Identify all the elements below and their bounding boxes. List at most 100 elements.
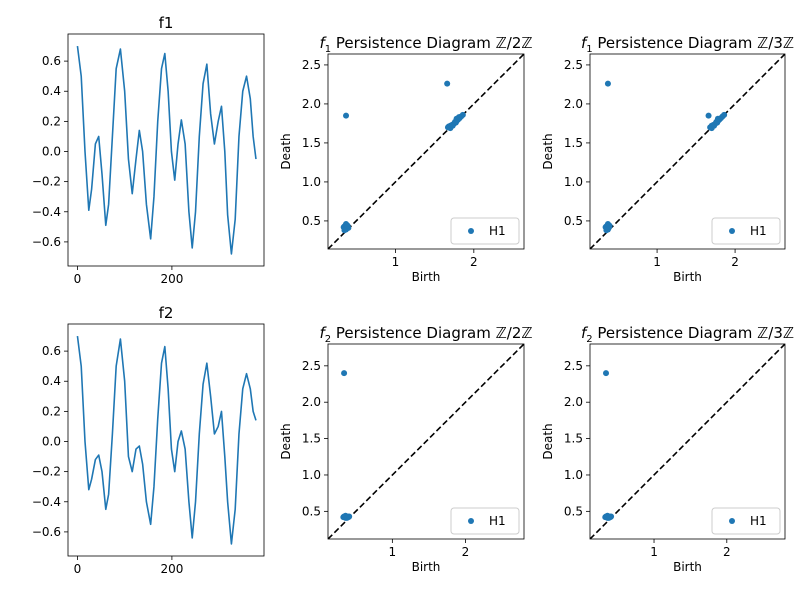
y-axis-label: Death <box>279 133 293 169</box>
x-tick-label: 0 <box>74 562 82 576</box>
y-tick-label: −0.6 <box>32 525 61 539</box>
y-tick-label: 0.5 <box>302 504 321 518</box>
y-tick-label: 1.5 <box>564 432 583 446</box>
chart-title: f2 <box>159 304 174 322</box>
x-tick-label: 1 <box>650 545 658 559</box>
diagonal-line <box>590 54 785 249</box>
title-subscript: 1 <box>586 44 592 55</box>
y-tick-label: 0.6 <box>42 54 61 68</box>
series-line <box>76 45 257 255</box>
x-axis-label: Birth <box>412 270 441 284</box>
diagonal-line <box>590 344 785 539</box>
x-tick-label: 200 <box>160 272 183 286</box>
legend-marker <box>468 228 474 234</box>
x-tick-label: 0 <box>74 272 82 286</box>
x-tick-label: 2 <box>723 545 731 559</box>
chart-f2: f2 0 200 −0.6 −0.4 −0.2 0.0 0.2 0.4 0.6 <box>32 304 265 576</box>
y-axis-label: Death <box>541 423 555 459</box>
data-point <box>455 114 462 121</box>
data-point <box>603 370 610 377</box>
legend-box <box>711 507 781 535</box>
data-point <box>343 112 350 119</box>
chart-title: f2 Persistence Diagram ℤ/2ℤ <box>319 324 532 345</box>
y-tick-label: 2.5 <box>302 58 321 72</box>
legend-label: H1 <box>489 224 506 238</box>
title-text: Persistence Diagram ℤ/3ℤ <box>593 324 794 342</box>
y-tick-label: 1.0 <box>564 468 583 482</box>
y-axis-label: Death <box>279 423 293 459</box>
x-axis-label: Birth <box>673 560 702 574</box>
data-point <box>344 514 351 521</box>
legend: H1 <box>450 507 520 535</box>
series-line <box>76 335 257 545</box>
legend: H1 <box>450 217 520 245</box>
chart-title: f2 Persistence Diagram ℤ/3ℤ <box>581 324 794 345</box>
x-tick-label: 2 <box>470 255 478 269</box>
data-point <box>341 370 348 377</box>
legend-label: H1 <box>489 514 506 528</box>
title-subscript: 2 <box>586 334 592 345</box>
x-tick-label: 1 <box>392 255 400 269</box>
data-point <box>605 514 612 521</box>
y-tick-label: 1.5 <box>564 136 583 150</box>
legend-marker <box>729 228 735 234</box>
axes-frame <box>327 343 525 540</box>
y-tick-label: 2.0 <box>302 395 321 409</box>
title-text: Persistence Diagram ℤ/3ℤ <box>593 34 794 52</box>
x-axis-label: Birth <box>673 270 702 284</box>
chart-f1z2: f1 Persistence Diagram ℤ/2ℤ1 20.51.01.52.… <box>279 34 533 284</box>
y-tick-label: 1.0 <box>302 468 321 482</box>
y-tick-label: 1.5 <box>302 432 321 446</box>
y-tick-label: 2.5 <box>302 359 321 373</box>
chart-title: f1 Persistence Diagram ℤ/2ℤ <box>319 34 532 55</box>
y-tick-label: 1.5 <box>302 136 321 150</box>
legend-box <box>711 217 781 245</box>
chart-f1z3: f1 Persistence Diagram ℤ/3ℤ1 20.51.01.52.… <box>541 34 794 284</box>
y-tick-label: 0.0 <box>42 435 61 449</box>
data-point <box>606 222 613 229</box>
legend-box <box>450 507 520 535</box>
x-tick-label: 1 <box>653 255 661 269</box>
chart-f2z2: f2 Persistence Diagram ℤ/2ℤ1 20.51.01.52.… <box>279 324 533 574</box>
title-subscript: 2 <box>325 334 331 345</box>
data-point <box>344 222 351 229</box>
data-point <box>705 112 712 119</box>
data-point <box>721 111 728 118</box>
legend-marker <box>729 518 735 524</box>
title-prefix: f <box>581 34 589 52</box>
chart-f2z3: f2 Persistence Diagram ℤ/3ℤ1 20.51.01.52.… <box>541 324 794 574</box>
chart-title: f1 Persistence Diagram ℤ/3ℤ <box>581 34 794 55</box>
y-tick-label: −0.6 <box>32 235 61 249</box>
y-tick-label: 2.5 <box>564 58 583 72</box>
title-prefix: f <box>319 324 327 342</box>
axes-frame <box>589 343 786 540</box>
title-prefix: f <box>319 34 327 52</box>
y-tick-label: 0.5 <box>302 214 321 228</box>
title-prefix: f <box>581 324 589 342</box>
axes-frame <box>327 53 525 250</box>
y-tick-label: −0.4 <box>32 495 61 509</box>
x-tick-label: 1 <box>389 545 397 559</box>
y-tick-label: 2.0 <box>302 97 321 111</box>
chart-title: f1 <box>159 14 174 32</box>
y-tick-label: 2.5 <box>564 359 583 373</box>
data-point <box>603 227 610 234</box>
x-tick-label: 2 <box>462 545 470 559</box>
data-point <box>714 115 721 122</box>
y-tick-label: 0.6 <box>42 344 61 358</box>
legend-marker <box>468 518 474 524</box>
title-subscript: 1 <box>325 44 331 55</box>
y-tick-label: 0.2 <box>42 404 61 418</box>
x-axis-label: Birth <box>412 560 441 574</box>
x-tick-label: 200 <box>160 562 183 576</box>
y-tick-label: 0.4 <box>42 84 61 98</box>
axes-frame <box>589 53 786 250</box>
y-tick-label: −0.4 <box>32 205 61 219</box>
title-text: Persistence Diagram ℤ/2ℤ <box>331 324 532 342</box>
y-tick-label: 0.4 <box>42 374 61 388</box>
y-tick-label: 1.0 <box>564 175 583 189</box>
y-axis-label: Death <box>541 133 555 169</box>
chart-f1: f1 0 200 −0.6 −0.4 −0.2 0.0 0.2 0.4 0.6 <box>32 14 265 286</box>
legend: H1 <box>711 507 781 535</box>
